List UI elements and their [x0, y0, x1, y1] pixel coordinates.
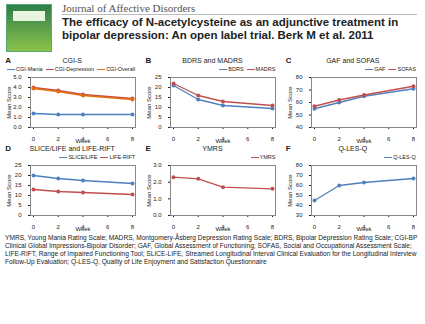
html-text:A: A: [5, 56, 11, 65]
html-text:GAF and SOFAS: GAF and SOFAS: [326, 57, 380, 64]
svg-text:0: 0: [313, 224, 317, 230]
svg-text:3.0: 3.0: [13, 94, 22, 100]
html-text:Q-LES-Q: Q-LES-Q: [393, 154, 416, 160]
svg-text:Week: Week: [76, 138, 92, 144]
svg-text:15: 15: [155, 94, 162, 100]
html-text:MADRS: MADRS: [255, 66, 276, 72]
html-text:Journal of Affective Disorders: Journal of Affective Disorders: [62, 2, 196, 14]
svg-text:10: 10: [155, 104, 162, 110]
svg-text:2: 2: [197, 136, 201, 142]
html-text:SLICE/LIFE: SLICE/LIFE: [68, 154, 98, 160]
svg-text:8: 8: [412, 136, 416, 142]
svg-text:1.0: 1.0: [154, 196, 163, 202]
html-text:YMRS: YMRS: [202, 145, 223, 152]
svg-text:3.0: 3.0: [154, 162, 163, 168]
svg-text:Mean Score: Mean Score: [287, 86, 293, 119]
html-text:CGI-Mania: CGI-Mania: [16, 66, 43, 72]
svg-text:6: 6: [106, 224, 110, 230]
html-text:LIFE-RIFT: LIFE-RIFT: [109, 154, 136, 160]
html-text:F: F: [285, 144, 291, 153]
html-text:E: E: [145, 144, 151, 153]
svg-text:15: 15: [15, 182, 22, 188]
svg-text:0: 0: [172, 224, 176, 230]
svg-text:80: 80: [296, 162, 303, 168]
svg-text:6: 6: [247, 224, 251, 230]
svg-text:0: 0: [32, 136, 36, 142]
html-text:CGI-Overall: CGI-Overall: [106, 66, 136, 72]
svg-text:Mean Score: Mean Score: [146, 174, 152, 207]
svg-text:Mean Score: Mean Score: [146, 86, 152, 119]
svg-text:0.0: 0.0: [154, 212, 163, 218]
svg-text:2: 2: [337, 224, 341, 230]
svg-text:2.0: 2.0: [13, 104, 22, 110]
svg-text:0: 0: [18, 212, 22, 218]
svg-text:20: 20: [155, 84, 162, 90]
svg-text:70: 70: [296, 172, 303, 178]
html-text:GAF: GAF: [374, 66, 386, 72]
svg-text:0.0: 0.0: [13, 124, 22, 130]
html-text:The efficacy of N-acetylcystei: The efficacy of N-acetylcysteine as an a…: [62, 16, 399, 41]
html-text:BDRS and MADRS: BDRS and MADRS: [182, 57, 243, 64]
svg-text:4.0: 4.0: [13, 84, 22, 90]
svg-text:60: 60: [296, 99, 303, 105]
svg-text:Mean Score: Mean Score: [287, 174, 293, 207]
svg-text:Mean Score: Mean Score: [6, 174, 12, 207]
svg-text:2.0: 2.0: [154, 179, 163, 185]
html-text:YMRS, Young Mania Rating Scale: YMRS, Young Mania Rating Scale; MADRS, M…: [5, 234, 418, 265]
html-text:BDRS: BDRS: [228, 66, 244, 72]
svg-text:6: 6: [387, 224, 391, 230]
svg-text:6: 6: [247, 136, 251, 142]
html-text:B: B: [145, 56, 152, 65]
html-text:SLICE/LIFE and LIFE-RIFT: SLICE/LIFE and LIFE-RIFT: [29, 145, 115, 152]
svg-text:0: 0: [32, 224, 36, 230]
svg-text:Week: Week: [76, 226, 92, 232]
svg-text:8: 8: [412, 224, 416, 230]
svg-text:70: 70: [296, 87, 303, 93]
svg-text:10: 10: [15, 192, 22, 198]
svg-text:5: 5: [159, 114, 163, 120]
svg-text:Mean Score: Mean Score: [6, 86, 12, 119]
svg-text:Week: Week: [216, 226, 232, 232]
svg-text:Week: Week: [216, 138, 232, 144]
svg-text:8: 8: [271, 224, 275, 230]
svg-text:5: 5: [18, 202, 22, 208]
svg-text:8: 8: [131, 136, 135, 142]
svg-text:0: 0: [313, 136, 317, 142]
svg-text:Week: Week: [356, 226, 372, 232]
svg-text:0: 0: [159, 124, 163, 130]
svg-text:2: 2: [337, 136, 341, 142]
svg-text:60: 60: [296, 182, 303, 188]
svg-text:6: 6: [106, 136, 110, 142]
svg-text:40: 40: [296, 202, 303, 208]
svg-text:6: 6: [387, 136, 391, 142]
svg-text:50: 50: [296, 192, 303, 198]
html-text:CGI-S: CGI-S: [62, 57, 82, 64]
svg-text:0: 0: [172, 136, 176, 142]
svg-text:5.0: 5.0: [13, 74, 22, 80]
html-text:Q-LES-Q: Q-LES-Q: [338, 145, 368, 152]
svg-text:25: 25: [15, 162, 22, 168]
svg-text:8: 8: [271, 136, 275, 142]
svg-text:8: 8: [131, 224, 135, 230]
svg-text:2: 2: [197, 224, 201, 230]
svg-text:50: 50: [296, 112, 303, 118]
html-text:D: D: [5, 144, 11, 153]
svg-text:2: 2: [57, 224, 61, 230]
html-text:CGI-Depression: CGI-Depression: [54, 66, 95, 72]
svg-text:30: 30: [296, 212, 303, 218]
svg-text:80: 80: [296, 74, 303, 80]
html-text:C: C: [285, 56, 292, 65]
svg-text:40: 40: [296, 124, 303, 130]
svg-text:25: 25: [155, 74, 162, 80]
svg-text:Week: Week: [356, 138, 372, 144]
svg-text:1.0: 1.0: [13, 114, 22, 120]
html-text:YMRS: YMRS: [259, 154, 276, 160]
html-text:SOFAS: SOFAS: [397, 66, 416, 72]
svg-text:2: 2: [57, 136, 61, 142]
svg-text:20: 20: [15, 172, 22, 178]
